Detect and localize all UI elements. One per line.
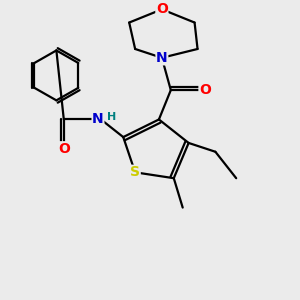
Text: O: O [156, 2, 168, 16]
Text: O: O [58, 142, 70, 156]
Text: H: H [107, 112, 117, 122]
Text: O: O [199, 83, 211, 97]
Text: N: N [156, 51, 168, 65]
Text: S: S [130, 165, 140, 179]
Text: N: N [92, 112, 104, 127]
